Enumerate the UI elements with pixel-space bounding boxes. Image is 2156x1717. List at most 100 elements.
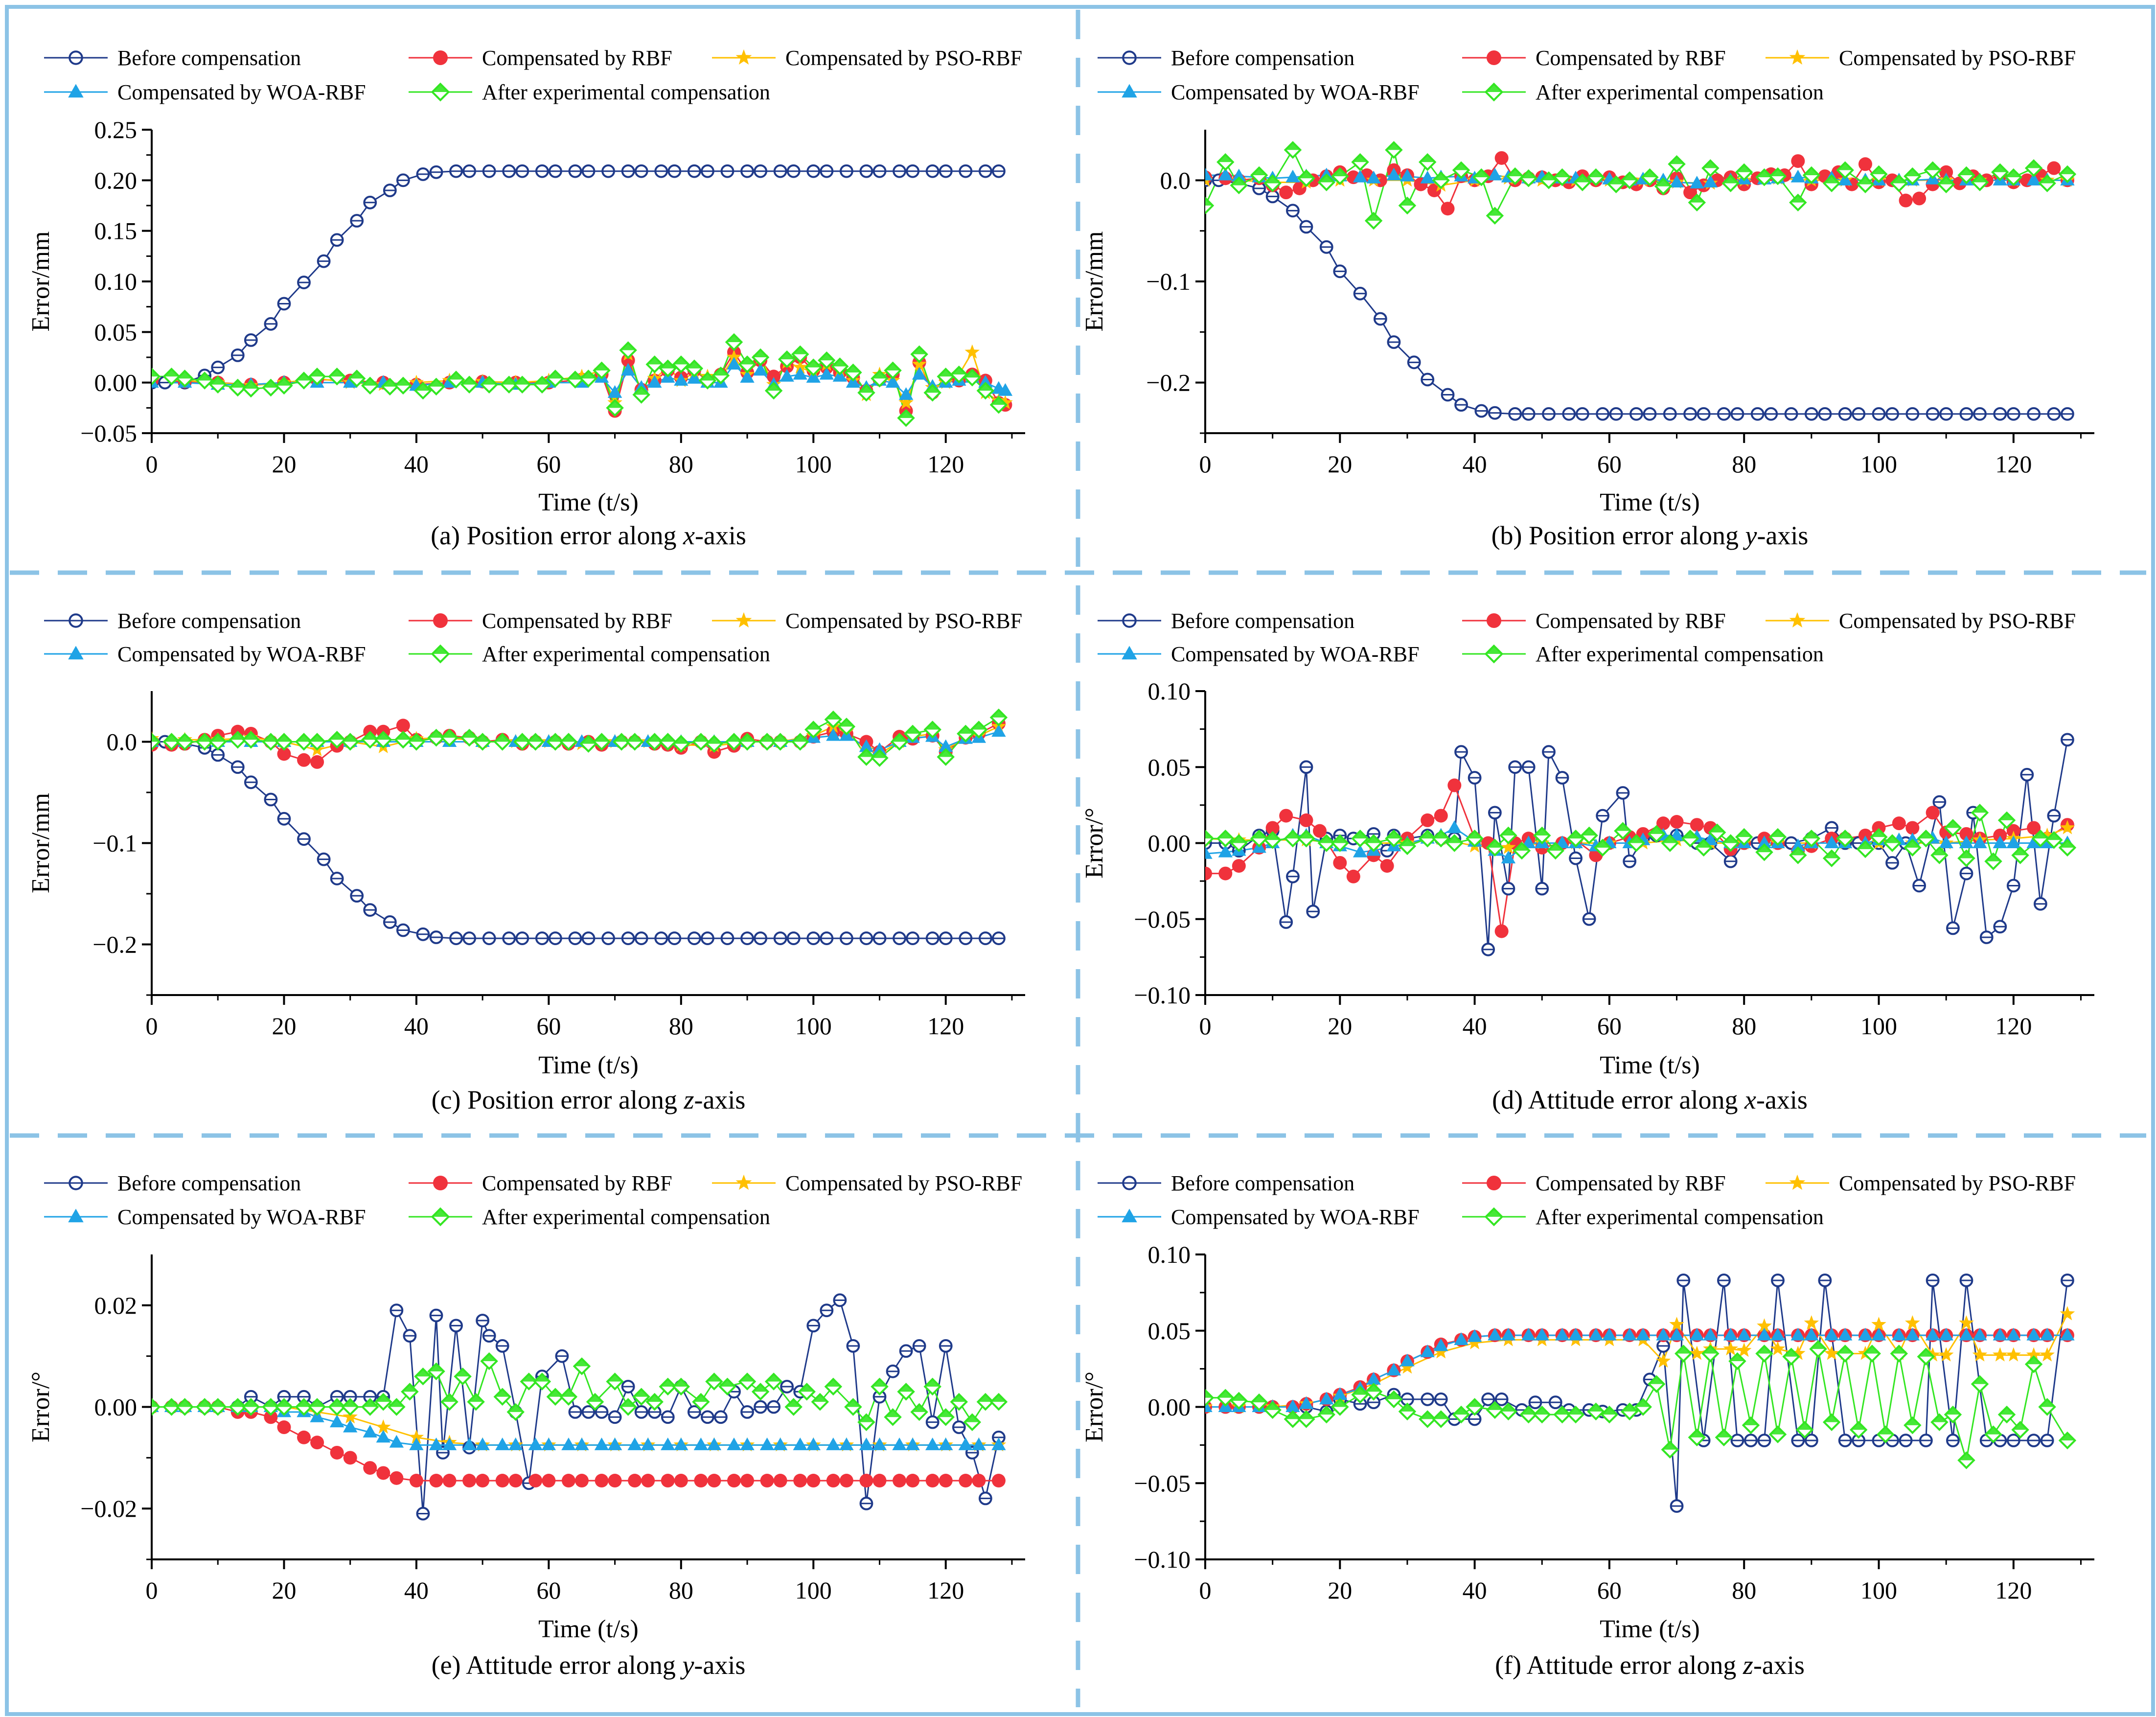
data-point-fill <box>1353 154 1368 162</box>
data-point-fill <box>1986 1427 2001 1435</box>
data-point <box>1905 1315 1920 1330</box>
data-point-fill <box>296 734 312 742</box>
data-point <box>1501 1327 1516 1341</box>
data-point-fill <box>1837 1346 1853 1354</box>
data-point <box>433 50 448 65</box>
data-point-fill <box>1299 170 1314 179</box>
data-point <box>528 1474 543 1488</box>
data-point-fill <box>1366 835 1381 843</box>
data-point-fill <box>1217 154 1233 162</box>
data-point-fill <box>309 1399 325 1407</box>
x-tick-label: 60 <box>1597 450 1622 478</box>
data-point <box>1736 1343 1752 1357</box>
data-point-fill <box>548 371 563 379</box>
data-point <box>1824 1346 1839 1360</box>
data-point-fill <box>574 1359 590 1367</box>
data-point <box>1703 1327 1718 1341</box>
data-point-fill <box>1588 1404 1604 1412</box>
data-point <box>1973 1327 1987 1341</box>
legend-label-rbf: Compensated by RBF <box>482 1171 672 1195</box>
data-point-fill <box>1534 1407 1550 1415</box>
data-point-fill <box>912 1404 927 1412</box>
data-point <box>1905 821 1920 835</box>
data-point-fill <box>1628 835 1644 843</box>
data-point <box>433 1176 448 1190</box>
series-markers-exp <box>1205 804 2077 870</box>
data-point <box>1669 1327 1684 1341</box>
data-point <box>1770 1327 1785 1341</box>
legend-label-rbf: Compensated by RBF <box>1536 46 1726 70</box>
y-tick-label: 0.10 <box>1148 1241 1191 1268</box>
x-tick-label: 20 <box>272 1577 296 1604</box>
legend-label-rbf: Compensated by RBF <box>1536 609 1726 633</box>
data-point <box>1858 157 1872 171</box>
chart-panel-d: Before compensation Compensated by RBF Com… <box>1080 609 2094 1114</box>
caption-letter: (b) <box>1491 521 1529 550</box>
data-point-fill <box>1568 831 1583 839</box>
legend-label-exp: After experimental compensation <box>1536 1205 1824 1229</box>
data-point <box>1837 1327 1853 1341</box>
data-point <box>1399 1359 1415 1374</box>
data-point <box>839 1474 853 1488</box>
data-point-fill <box>1649 826 1664 834</box>
data-point-fill <box>528 734 543 742</box>
data-point-fill <box>561 734 576 742</box>
data-point-fill <box>1858 841 1873 849</box>
data-point <box>1824 835 1839 848</box>
data-point <box>793 1474 807 1488</box>
data-point <box>1400 1353 1415 1367</box>
data-point <box>1521 1327 1536 1341</box>
data-point <box>764 1372 783 1391</box>
data-point-fill <box>1205 1390 1213 1398</box>
y-axis-label: Error/° <box>27 1371 55 1442</box>
data-point <box>1205 866 1212 881</box>
data-point-fill <box>693 734 709 742</box>
data-point <box>740 370 755 383</box>
y-tick-label: 0.10 <box>1148 677 1191 705</box>
data-point <box>1232 859 1246 873</box>
y-tick-label: 0.00 <box>1148 1393 1191 1421</box>
data-point-fill <box>1723 835 1739 843</box>
data-point <box>759 1437 775 1450</box>
data-point <box>1669 175 1684 187</box>
data-point-fill <box>1251 831 1267 839</box>
data-point-fill <box>1999 1407 2015 1415</box>
data-point-fill <box>1622 172 1637 181</box>
data-point <box>1925 1347 1940 1362</box>
data-point-fill <box>819 352 834 361</box>
data-point-fill <box>177 734 193 742</box>
data-point <box>641 1437 655 1450</box>
data-point-fill <box>1265 176 1281 184</box>
data-point <box>661 1437 675 1450</box>
data-point-fill <box>1864 1346 1880 1354</box>
caption-axis: y <box>680 1650 694 1680</box>
data-point-fill <box>1649 1376 1664 1384</box>
panel-caption: (f) Attitude error along z-axis <box>1495 1650 1805 1680</box>
data-point <box>329 1415 344 1428</box>
data-point-fill <box>1521 1407 1537 1415</box>
panel-caption: (b) Position error along y-axis <box>1491 521 1809 550</box>
data-point <box>780 369 794 382</box>
data-point <box>462 1437 477 1450</box>
data-point-fill <box>1743 1417 1759 1425</box>
data-point <box>442 1474 457 1488</box>
series-markers-woa <box>152 357 1013 400</box>
data-point-fill <box>2033 831 2048 839</box>
data-point-fill <box>700 373 715 381</box>
data-point-fill <box>495 1389 510 1397</box>
data-point-fill <box>1399 838 1415 846</box>
data-point-fill <box>1433 172 1449 181</box>
data-point <box>264 1410 278 1424</box>
data-point <box>906 1474 920 1488</box>
data-point-fill <box>2040 1399 2055 1407</box>
data-point <box>1122 84 1137 98</box>
data-point <box>707 1474 721 1488</box>
data-point-fill <box>799 1384 815 1392</box>
data-point <box>409 1474 423 1488</box>
data-point-fill <box>938 1409 954 1417</box>
data-point <box>727 1437 741 1450</box>
data-point-fill <box>1386 1392 1401 1399</box>
data-point <box>693 1437 709 1450</box>
data-point-fill <box>1285 1412 1301 1419</box>
data-point-fill <box>786 1399 802 1407</box>
